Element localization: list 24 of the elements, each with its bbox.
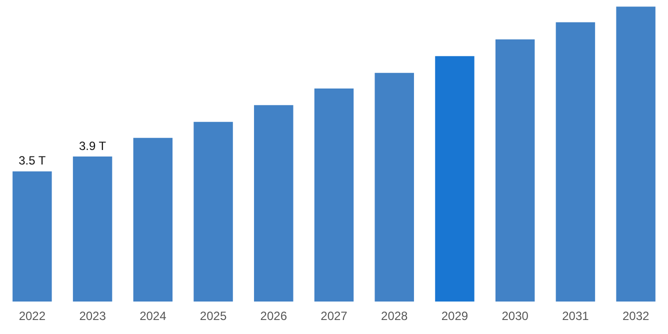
x-tick-label: 2028 [381,309,408,324]
x-tick-label: 2024 [140,309,167,324]
x-tick-label: 2025 [200,309,227,324]
bar [254,105,294,302]
bar [435,56,474,302]
x-tick-label: 2029 [441,309,468,324]
bar [314,88,354,302]
x-tick-label: 2032 [622,309,650,324]
x-tick-label: 2027 [320,309,348,324]
bar [374,72,414,302]
x-tick-label: 2031 [562,309,590,324]
bar [72,156,112,302]
bar [495,39,535,302]
bar [194,122,233,302]
bar [556,22,596,302]
data-label: 3.5 T [18,154,46,168]
bar [616,6,656,302]
x-tick-label: 2023 [79,309,106,324]
x-tick-label: 2026 [260,309,288,324]
x-tick-label: 2022 [18,309,46,324]
x-tick-label: 2030 [502,309,529,324]
bar [12,171,52,302]
data-label: 3.9 T [78,138,107,153]
bar [133,138,173,302]
